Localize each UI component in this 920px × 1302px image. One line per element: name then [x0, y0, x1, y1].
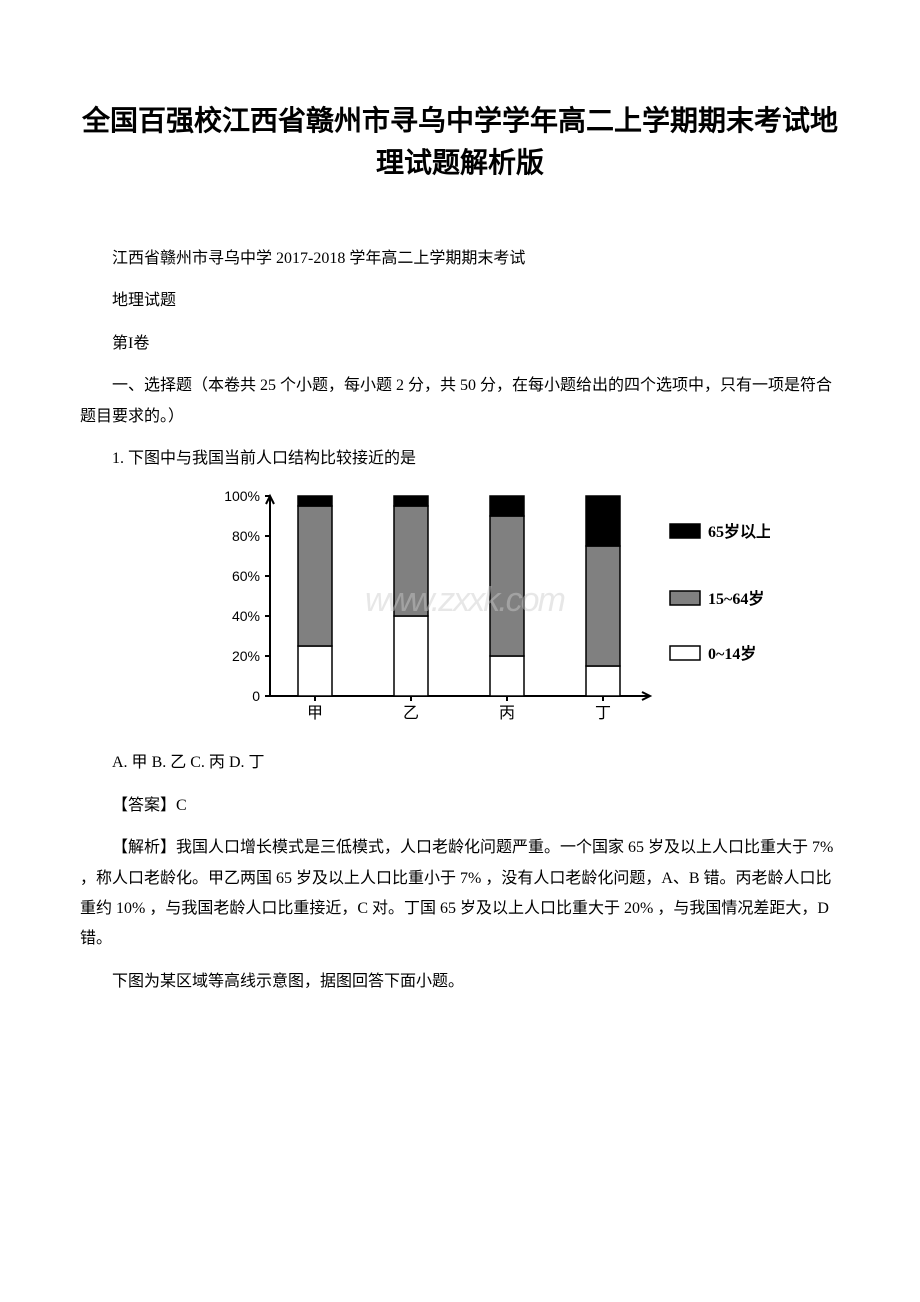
svg-text:www.zxxk.com: www.zxxk.com: [365, 581, 565, 619]
postscript: 下图为某区域等高线示意图，据图回答下面小题。: [80, 967, 840, 997]
svg-text:65岁以上: 65岁以上: [708, 522, 770, 541]
stacked-bar-chart-svg: 0 20% 40% 60% 80% 100% 甲 乙 丙 丁 www.zxxk.com 65岁以上 15…: [210, 486, 770, 736]
intro-line-1: 江西省赣州市寻乌中学 2017-2018 学年高二上学期期末考试: [80, 244, 840, 274]
svg-text:乙: 乙: [403, 705, 419, 722]
option-d: D. 丁: [229, 754, 265, 771]
svg-text:20%: 20%: [232, 648, 260, 664]
svg-text:丙: 丙: [499, 705, 515, 722]
svg-text:丁: 丁: [595, 705, 611, 722]
option-c: C. 丙: [190, 754, 225, 771]
svg-text:40%: 40%: [232, 608, 260, 624]
option-a: A. 甲: [112, 754, 148, 771]
svg-text:0~14岁: 0~14岁: [708, 644, 756, 663]
svg-text:0: 0: [252, 688, 260, 704]
answer-options: A. 甲 B. 乙 C. 丙 D. 丁: [80, 748, 840, 778]
analysis: 【解析】我国人口增长模式是三低模式，人口老龄化问题严重。一个国家 65 岁及以上…: [80, 833, 840, 955]
answer: 【答案】C: [80, 791, 840, 821]
option-b: B. 乙: [152, 754, 187, 771]
document-title: 全国百强校江西省赣州市寻乌中学学年高二上学期期末考试地理试题解析版: [80, 100, 840, 184]
svg-text:80%: 80%: [232, 528, 260, 544]
question-1: 1. 下图中与我国当前人口结构比较接近的是: [80, 444, 840, 474]
svg-text:100%: 100%: [224, 488, 260, 504]
svg-text:甲: 甲: [307, 705, 323, 722]
svg-text:60%: 60%: [232, 568, 260, 584]
population-chart: 0 20% 40% 60% 80% 100% 甲 乙 丙 丁 www.zxxk.com 65岁以上 15…: [210, 486, 840, 736]
intro-line-4: 一、选择题（本卷共 25 个小题，每小题 2 分，共 50 分，在每小题给出的四…: [80, 371, 840, 432]
intro-line-2: 地理试题: [80, 286, 840, 316]
svg-text:15~64岁: 15~64岁: [708, 589, 764, 608]
intro-line-3: 第I卷: [80, 329, 840, 359]
